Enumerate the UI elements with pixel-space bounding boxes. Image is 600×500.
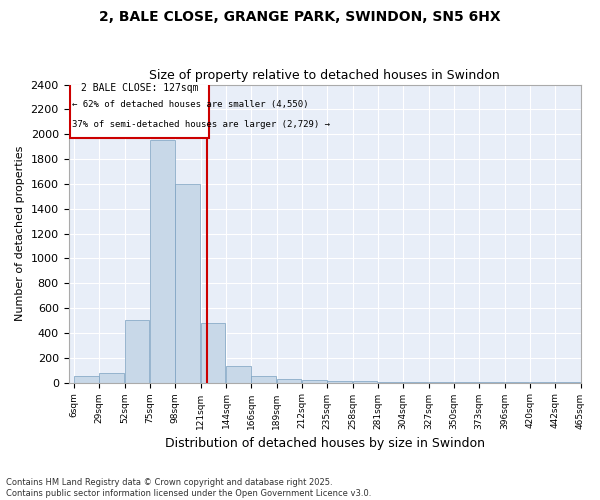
Text: 37% of semi-detached houses are larger (2,729) →: 37% of semi-detached houses are larger (… [72,120,330,129]
FancyBboxPatch shape [70,81,209,138]
Bar [200,323,226,382]
Text: Contains HM Land Registry data © Crown copyright and database right 2025.
Contai: Contains HM Land Registry data © Crown c… [6,478,371,498]
X-axis label: Distribution of detached houses by size in Swindon: Distribution of detached houses by size … [164,437,485,450]
Title: Size of property relative to detached houses in Swindon: Size of property relative to detached ho… [149,69,500,82]
Y-axis label: Number of detached properties: Number of detached properties [15,146,25,322]
Text: 2, BALE CLOSE, GRANGE PARK, SWINDON, SN5 6HX: 2, BALE CLOSE, GRANGE PARK, SWINDON, SN5… [99,10,501,24]
Bar [175,184,200,382]
Text: ← 62% of detached houses are smaller (4,550): ← 62% of detached houses are smaller (4,… [72,100,308,109]
Bar [226,366,251,382]
Bar [302,380,327,382]
Text: 2 BALE CLOSE: 127sqm: 2 BALE CLOSE: 127sqm [81,84,198,94]
Bar [327,380,352,382]
Bar [150,140,175,382]
Bar [251,376,276,382]
Bar [100,372,124,382]
Bar [277,379,301,382]
Bar [125,320,149,382]
Bar [74,376,99,382]
